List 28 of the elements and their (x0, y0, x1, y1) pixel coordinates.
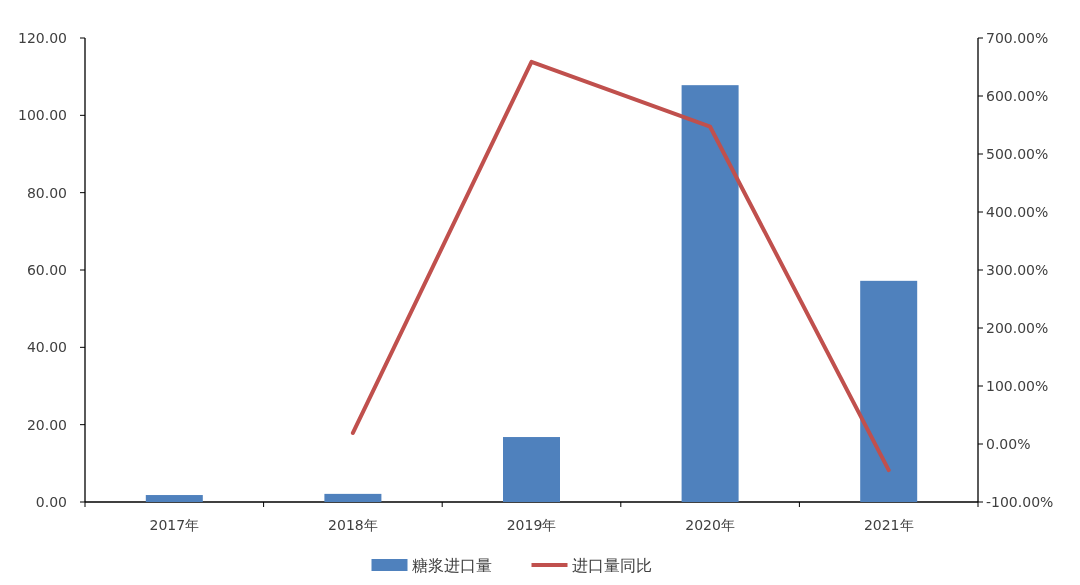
y2-tick-label: 500.00% (986, 146, 1049, 162)
y2-tick-label: 200.00% (986, 320, 1049, 336)
y-tick-label: 40.00 (26, 339, 67, 356)
bar (503, 437, 560, 502)
y2-tick-label: -100.00% (986, 494, 1054, 510)
bar (145, 495, 203, 502)
legend-label: 进口量同比 (571, 556, 652, 575)
x-tick-label: 2019年 (506, 517, 557, 533)
y-tick-label: 120.00 (18, 30, 67, 46)
y-tick-label: 20.00 (26, 416, 67, 433)
bar (324, 493, 382, 502)
y-tick-label: 80.00 (26, 184, 67, 201)
y2-tick-label: 600.00% (986, 88, 1049, 104)
x-tick-label: 2020年 (685, 517, 735, 533)
y2-tick-label: 0.00% (986, 436, 1031, 452)
bar (860, 280, 918, 502)
y-tick-label: 0.00 (35, 494, 67, 510)
y2-tick-label: 700.00% (986, 30, 1049, 46)
y-tick-label: 100.00 (18, 107, 67, 124)
y2-tick-label: 400.00% (986, 204, 1049, 220)
y2-tick-label: 300.00% (986, 262, 1049, 278)
x-tick-label: 2021年 (863, 517, 914, 533)
legend-label: 糖浆进口量 (411, 556, 492, 575)
x-tick-label: 2018年 (328, 517, 378, 533)
bar (681, 85, 739, 502)
x-tick-label: 2017年 (149, 517, 200, 533)
y2-tick-label: 100.00% (986, 378, 1049, 394)
y-tick-label: 60.00 (26, 262, 67, 278)
